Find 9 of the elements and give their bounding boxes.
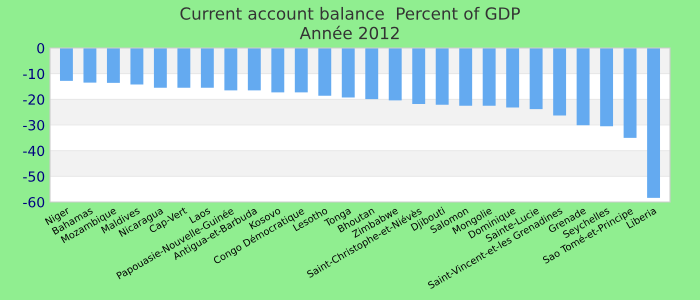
y-tick-label: -50 [23, 171, 44, 182]
y-tick-label: -60 [23, 196, 44, 208]
y-tick-label: -20 [23, 94, 44, 105]
y-tick-label: -10 [23, 68, 44, 80]
y-tick-label: 0 [37, 42, 44, 54]
chart-subtitle: Année 2012 [300, 26, 399, 40]
y-tick-label: -30 [23, 120, 44, 130]
y-tick-label: -40 [23, 146, 44, 156]
chart-title: Current account balance Percent of GDP [180, 6, 520, 20]
